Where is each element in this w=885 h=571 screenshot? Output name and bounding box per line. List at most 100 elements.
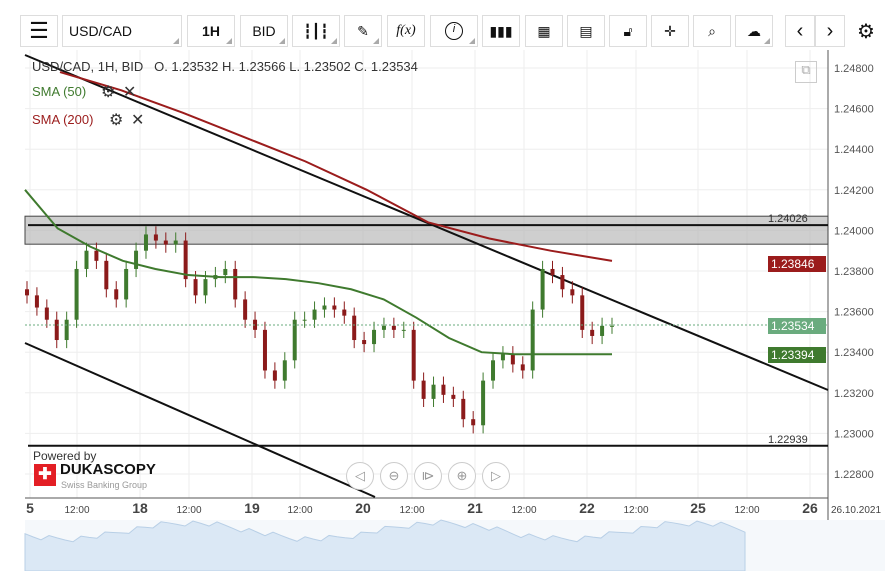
candle-body (143, 234, 148, 251)
lower-trendline (24, 342, 376, 498)
next-button[interactable]: › (815, 15, 845, 47)
candle-body (163, 240, 168, 245)
candle-body (491, 360, 496, 381)
reset-button[interactable]: ⧐ (414, 462, 442, 490)
candle-body (500, 354, 505, 361)
sma50-price-label: 1.23394 (768, 347, 826, 363)
candle-body (362, 340, 367, 345)
candle-body (481, 380, 486, 426)
sma200-price-label: 1.23846 (768, 256, 826, 272)
candle-body (401, 329, 406, 331)
price-chart[interactable]: 1.24800 1.24600 1.24400 1.24200 1.24000 1.238… (0, 50, 885, 571)
lock-button[interactable]: 🔓︎ (609, 15, 647, 47)
candle-body (233, 268, 238, 300)
price-type-label: BID (252, 23, 276, 39)
sma200-legend: SMA (200) (32, 112, 94, 127)
info-button[interactable]: i (430, 15, 478, 47)
calendar-button[interactable]: ▦ (525, 15, 563, 47)
scroll-right-button[interactable]: ▷ (482, 462, 510, 490)
settings-button[interactable]: ⚙ (851, 15, 881, 47)
candle-body (471, 419, 476, 426)
news-button[interactable]: ▤ (567, 15, 605, 47)
x-tick-label: 22 (579, 500, 595, 516)
zoom-button[interactable]: ⌕ (693, 15, 731, 47)
candle-body (391, 325, 396, 330)
sma50-legend: SMA (50) (32, 84, 87, 99)
price-type-select[interactable]: BID (240, 15, 288, 47)
candle-body (610, 325, 614, 327)
candle-body (74, 268, 79, 320)
x-tick-label: 25 (690, 500, 706, 516)
chart-type-button[interactable]: ┇┃┇ (292, 15, 340, 47)
candle-body (94, 250, 99, 261)
indicators-button[interactable]: f(x) (387, 15, 425, 47)
candle-body (34, 295, 39, 308)
candle-body (272, 370, 277, 381)
y-tick-label: 1.23400 (834, 347, 874, 359)
cloud-upload-icon: ☁ (747, 22, 761, 39)
ohlc-legend: USD/CAD, 1H, BID O. 1.23532 H. 1.23566 L… (32, 59, 418, 74)
x-tick-label: 12:00 (734, 505, 759, 516)
candle-body (510, 354, 515, 365)
sma200-close-icon[interactable]: ✕ (131, 112, 145, 129)
x-tick-label: 19 (244, 500, 260, 516)
candle-body (302, 319, 307, 321)
zoom-out-button[interactable]: ⊖ (380, 462, 408, 490)
candle-body (322, 305, 327, 310)
candle-body (223, 268, 228, 276)
timeframe-select[interactable]: 1H (187, 15, 235, 47)
level-label: 1.22939 (768, 434, 808, 446)
volume-button[interactable]: ▮▮▮ (482, 15, 520, 47)
y-tick-label: 1.23800 (834, 266, 874, 278)
y-tick-label: 1.24800 (834, 63, 874, 75)
chevron-left-icon: ‹ (796, 19, 804, 42)
function-icon: f(x) (396, 23, 416, 38)
scroll-left-button[interactable]: ◁ (346, 462, 374, 490)
sma200-settings-icon[interactable]: ⚙ (109, 112, 124, 129)
x-tick-label: 12:00 (64, 505, 89, 516)
candle-body (104, 260, 109, 290)
level-label: 1.24026 (768, 213, 808, 225)
candle-body (282, 360, 287, 381)
pencil-icon: ✎ (357, 22, 369, 39)
candle-body (44, 307, 49, 320)
candle-body (54, 319, 59, 341)
symbol-select[interactable]: USD/CAD (62, 15, 182, 47)
hamburger-icon: ☰ (29, 18, 49, 43)
zoom-in-button[interactable]: ⊕ (448, 462, 476, 490)
candle-body (421, 380, 426, 399)
menu-button[interactable]: ☰ (20, 15, 58, 47)
x-tick-label: 12:00 (511, 505, 536, 516)
y-tick-label: 1.24400 (834, 144, 874, 156)
reset-icon: ⧐ (421, 468, 435, 483)
chevron-right-icon: › (826, 19, 834, 42)
draw-button[interactable]: ✎ (344, 15, 382, 47)
sma50-line (24, 189, 612, 356)
x-tick-label: 20 (355, 500, 371, 516)
upload-button[interactable]: ☁ (735, 15, 773, 47)
candle-body (372, 329, 377, 345)
candle-body (530, 309, 535, 371)
x-tick-label: 12:00 (399, 505, 424, 516)
candles-icon: ┇┃┇ (303, 22, 329, 39)
candle-body (570, 289, 575, 296)
last-date-label: 26.10.2021 (831, 505, 881, 516)
candle-body (520, 364, 525, 371)
candle-body (411, 329, 416, 381)
sma50-settings-icon[interactable]: ⚙ (101, 84, 116, 101)
zoom-out-icon: ⊖ (388, 468, 400, 483)
y-tick-label: 1.23000 (834, 428, 874, 440)
popout-icon[interactable]: ⧉ (795, 61, 817, 83)
triangle-left-icon: ◁ (355, 468, 365, 483)
prev-button[interactable]: ‹ (785, 15, 815, 47)
candle-body (134, 250, 139, 269)
zoom-in-icon: ⊕ (456, 468, 468, 483)
candle-body (84, 250, 89, 269)
symbol-label: USD/CAD (69, 23, 133, 39)
sma50-close-icon[interactable]: ✕ (123, 84, 137, 101)
x-tick-label: 12:00 (176, 505, 201, 516)
candle-body (342, 309, 347, 316)
candle-body (243, 299, 248, 320)
candle-body (550, 268, 555, 276)
crosshair-button[interactable]: ✛ (651, 15, 689, 47)
